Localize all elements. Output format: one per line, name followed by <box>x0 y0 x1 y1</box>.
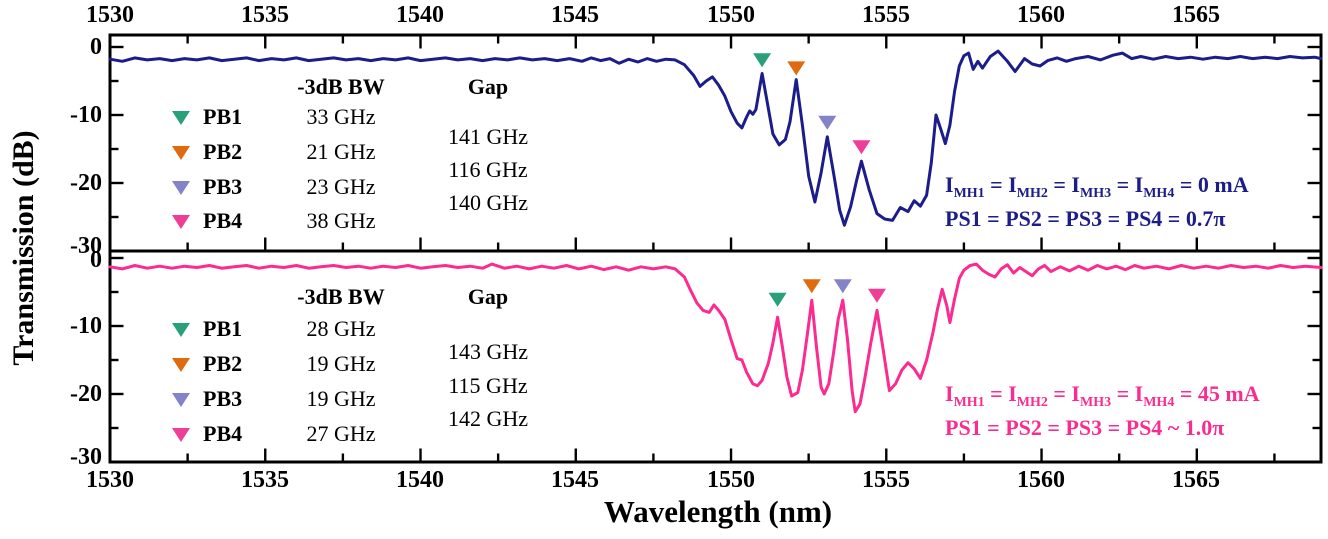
y-tick-label: 0 <box>90 34 102 60</box>
subscript: MH1 <box>953 186 985 201</box>
x-tick-label-bottom: 1535 <box>241 467 289 493</box>
legend-bw-header: -3dB BW <box>297 284 385 309</box>
y-axis-title: Transmission (dB) <box>7 130 40 366</box>
transmission-trace-bottom-panel-45mA <box>108 262 1323 414</box>
x-tick-label-top: 1565 <box>1172 2 1220 28</box>
legend-bw-value: 38 GHz <box>306 208 376 233</box>
legend-bw-value: 27 GHz <box>306 421 376 446</box>
legend-bw-value: 19 GHz <box>306 351 376 376</box>
annotation-phase-top: PS1 = PS2 = PS3 = PS4 = 0.7π <box>945 206 1226 231</box>
subscript: MH2 <box>1016 186 1048 201</box>
legend-pb-label: PB1 <box>203 316 243 341</box>
x-tick-label-bottom: 1560 <box>1017 467 1065 493</box>
pb2-peak-marker-icon <box>802 279 821 294</box>
pb4-peak-marker-icon <box>852 140 871 155</box>
legend-bw-value: 23 GHz <box>306 174 376 199</box>
x-tick-label-top: 1540 <box>396 2 444 28</box>
legend-bw-value: 28 GHz <box>306 316 376 341</box>
pb4-peak-marker-icon <box>867 288 886 303</box>
pb1-peak-marker-icon <box>753 53 772 68</box>
pb1-peak-marker-icon <box>768 292 787 307</box>
legend-gap-value: 116 GHz <box>448 157 528 182</box>
pb1-marker-icon <box>172 111 190 125</box>
y-tick-label: -20 <box>70 170 102 196</box>
annotation-phase-bottom: PS1 = PS2 = PS3 = PS4 ~ 1.0π <box>945 415 1225 440</box>
legend-bw-header: -3dB BW <box>297 74 385 99</box>
pb3-peak-marker-icon <box>833 279 852 294</box>
transmission-trace-top-panel-0mA <box>108 49 1323 227</box>
annotation-current-top: IMH1 = IMH2 = IMH3 = IMH4 = 0 mA <box>945 172 1249 201</box>
x-tick-label-top: 1555 <box>862 2 910 28</box>
pb4-marker-icon <box>172 215 190 229</box>
x-tick-label-top: 1535 <box>241 2 289 28</box>
y-tick-label: -20 <box>70 381 102 407</box>
pb2-marker-icon <box>172 358 190 372</box>
legend-gap-header: Gap <box>467 74 509 99</box>
x-tick-label-bottom: 1545 <box>551 467 599 493</box>
y-tick-label: -30 <box>70 233 102 259</box>
legend-bw-value: 19 GHz <box>306 386 376 411</box>
legend-gap-value: 140 GHz <box>447 190 529 215</box>
pb3-marker-icon <box>172 181 190 195</box>
legend-bw-value: 33 GHz <box>306 104 376 129</box>
x-tick-label-bottom: 1540 <box>396 467 444 493</box>
legend-gap-value: 141 GHz <box>447 124 529 149</box>
x-tick-label-top: 1545 <box>551 2 599 28</box>
x-tick-label-top: 1530 <box>86 2 134 28</box>
legend-gap-header: Gap <box>467 284 509 309</box>
legend-bw-value: 21 GHz <box>306 139 376 164</box>
legend-gap-value: 115 GHz <box>448 373 528 398</box>
y-tick-label: -10 <box>70 102 102 128</box>
legend-pb-label: PB2 <box>203 351 243 376</box>
legend-pb-label: PB4 <box>203 208 243 233</box>
legend-pb-label: PB4 <box>203 421 243 446</box>
x-tick-label-bottom: 1555 <box>862 467 910 493</box>
legend-gap-value: 142 GHz <box>447 406 529 431</box>
x-tick-label-bottom: 1530 <box>86 467 134 493</box>
pb3-peak-marker-icon <box>818 115 837 130</box>
legend-pb-label: PB3 <box>203 174 243 199</box>
subscript: MH3 <box>1080 186 1112 201</box>
legend-pb-label: PB1 <box>203 104 243 129</box>
annotation-current-bottom: IMH1 = IMH2 = IMH3 = IMH4 = 45 mA <box>945 381 1260 410</box>
subscript: MH2 <box>1016 395 1048 410</box>
legend-pb-label: PB2 <box>203 139 243 164</box>
subscript: MH1 <box>953 395 985 410</box>
legend-pb-label: PB3 <box>203 386 243 411</box>
y-tick-label: 0 <box>90 247 102 273</box>
panel-border <box>108 249 1323 464</box>
x-tick-label-top: 1550 <box>707 2 755 28</box>
y-tick-label: -10 <box>70 313 102 339</box>
pb1-marker-icon <box>172 323 190 337</box>
x-tick-label-top: 1560 <box>1017 2 1065 28</box>
pb2-peak-marker-icon <box>787 61 806 76</box>
legend-gap-value: 143 GHz <box>447 339 529 364</box>
x-tick-label-bottom: 1565 <box>1172 467 1220 493</box>
x-axis-title: Wavelength (nm) <box>603 494 833 529</box>
x-tick-label-bottom: 1550 <box>707 467 755 493</box>
y-tick-label: -30 <box>70 444 102 470</box>
pb3-marker-icon <box>172 393 190 407</box>
pb2-marker-icon <box>172 146 190 160</box>
subscript: MH4 <box>1143 186 1175 201</box>
subscript: MH3 <box>1080 395 1112 410</box>
pb4-marker-icon <box>172 428 190 442</box>
subscript: MH4 <box>1143 395 1175 410</box>
